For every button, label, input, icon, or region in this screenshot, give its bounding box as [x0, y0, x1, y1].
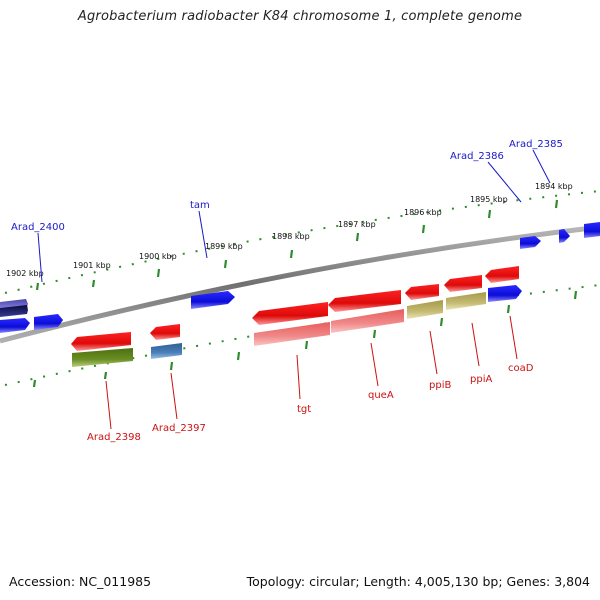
gene-arrow-forward: [191, 291, 235, 309]
leader-line: [296, 354, 301, 400]
kbp-label: 1895 kbp: [470, 195, 508, 204]
gene-arrow-forward: [520, 236, 541, 249]
leader-line: [370, 342, 379, 387]
leader-line: [487, 161, 522, 203]
leader-line: [105, 380, 112, 430]
kbp-label: 1896 kbp: [404, 208, 442, 217]
major-tick: [355, 232, 360, 242]
kbp-label: 1894 kbp: [535, 182, 573, 191]
kbp-labels: 1902 kbp 1901 kbp 1900 kbp 1899 kbp 1898…: [6, 182, 573, 278]
major-tick: [289, 249, 294, 259]
gene-label-forward: tam: [190, 200, 210, 211]
gene-arrow-reverse: [252, 302, 328, 325]
major-tick: [304, 340, 309, 350]
gene-arrow-reverse: [405, 284, 439, 300]
kbp-label: 1897 kbp: [338, 220, 376, 229]
major-tick: [169, 361, 174, 371]
genome-title: Agrobacterium radiobacter K84 chromosome…: [77, 9, 523, 24]
gene-label-reverse: Arad_2398: [87, 432, 141, 443]
gene-arrow-reverse: [444, 275, 482, 292]
leader-line: [429, 330, 438, 375]
major-tick: [223, 259, 228, 269]
gene-arrow-reverse: [254, 322, 330, 346]
gene-arrow-forward: [559, 229, 570, 243]
leader-line: [37, 232, 43, 283]
gene-label-reverse: tgt: [297, 404, 311, 415]
major-tick: [487, 209, 492, 219]
gene-label-reverse: Arad_2397: [152, 423, 206, 434]
gene-arrow-reverse: [72, 348, 133, 367]
gene-labels: Arad_2400 tam Arad_2386 Arad_2385 Arad_2…: [11, 139, 563, 443]
gene-label-reverse: ppiA: [470, 374, 492, 385]
major-tick: [554, 199, 559, 209]
kbp-label: 1899 kbp: [205, 242, 243, 251]
gene-arrow-forward: [0, 318, 30, 333]
gene-arrow-reverse: [446, 292, 486, 310]
chromosome-backbone: [0, 224, 600, 344]
gene-arrow-forward: [34, 314, 63, 330]
accession-text: Accession: NC_011985: [9, 574, 152, 589]
leader-line: [509, 315, 518, 360]
label-leader-lines: [37, 149, 551, 430]
leader-line: [532, 149, 551, 184]
major-tick: [91, 279, 96, 288]
reverse-strand-genes: [71, 266, 519, 367]
major-tick: [35, 282, 40, 291]
kbp-label: 1902 kbp: [6, 269, 44, 278]
gene-label-forward: Arad_2400: [11, 222, 65, 233]
gene-arrow-reverse: [71, 332, 131, 351]
major-tick: [32, 379, 37, 388]
gene-arrow-reverse: [150, 324, 180, 340]
major-tick: [421, 224, 426, 234]
kbp-label: 1900 kbp: [139, 252, 177, 261]
gene-arrow-reverse: [331, 309, 404, 333]
gene-label-forward: Arad_2385: [509, 139, 563, 150]
major-tick: [506, 304, 511, 314]
gene-label-reverse: ppiB: [429, 380, 451, 391]
major-tick: [156, 268, 161, 278]
gene-label-reverse: queA: [368, 390, 394, 401]
leader-line: [198, 210, 208, 259]
major-tick: [103, 371, 108, 380]
major-tick: [236, 351, 241, 361]
topology-text: Topology: circular; Length: 4,005,130 bp…: [246, 574, 590, 589]
major-tick-marks: [32, 199, 578, 388]
kbp-label: 1898 kbp: [272, 232, 310, 241]
leader-line: [471, 322, 480, 367]
gene-arrow-reverse: [151, 343, 182, 359]
forward-strand-genes: [0, 222, 600, 333]
leader-line: [170, 372, 178, 420]
gene-label-forward: Arad_2386: [450, 151, 504, 162]
gene-arrow-forward: [488, 285, 522, 302]
gene-arrow-reverse: [407, 300, 443, 319]
kbp-label: 1901 kbp: [73, 261, 111, 270]
gene-label-reverse: coaD: [508, 363, 534, 374]
gene-arrow-reverse: [485, 266, 519, 283]
gene-arrow-forward: [0, 305, 28, 317]
major-tick: [372, 329, 377, 339]
gene-arrow-reverse: [328, 290, 401, 312]
major-tick: [573, 290, 578, 300]
gene-arrow-forward: [584, 222, 600, 238]
major-tick: [439, 317, 444, 327]
